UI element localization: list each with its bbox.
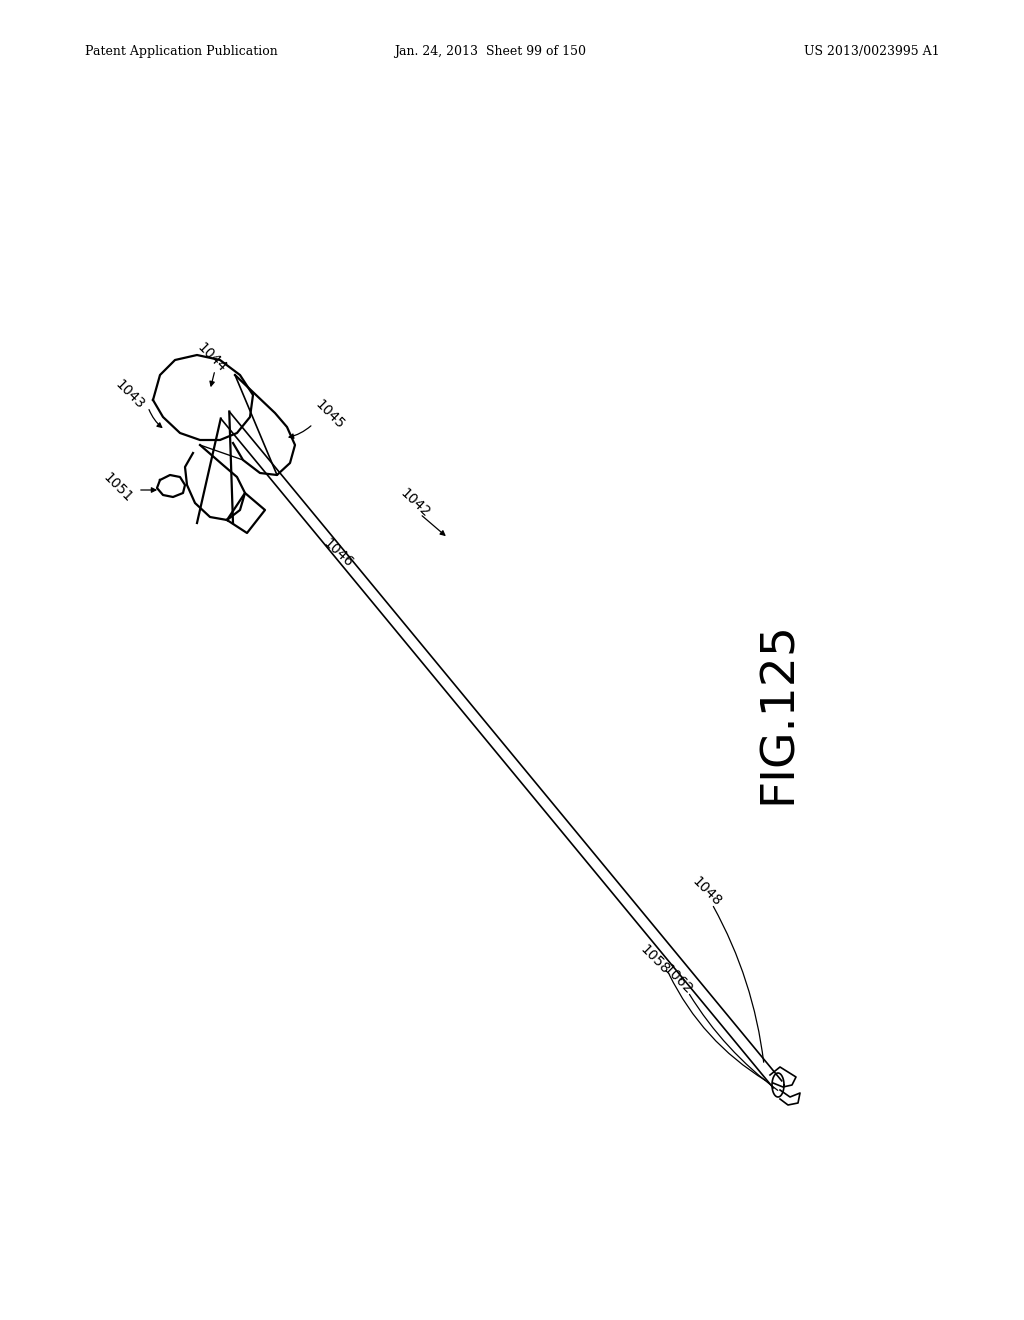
Text: 1062: 1062 xyxy=(660,962,695,998)
Text: 1042: 1042 xyxy=(397,486,432,520)
Text: FIG.125: FIG.125 xyxy=(756,622,801,804)
Text: 1045: 1045 xyxy=(312,397,347,433)
Text: 1048: 1048 xyxy=(689,875,724,909)
Text: 1044: 1044 xyxy=(195,341,229,375)
Text: US 2013/0023995 A1: US 2013/0023995 A1 xyxy=(805,45,940,58)
Text: 1043: 1043 xyxy=(113,378,147,412)
Text: Jan. 24, 2013  Sheet 99 of 150: Jan. 24, 2013 Sheet 99 of 150 xyxy=(394,45,586,58)
Text: 1058: 1058 xyxy=(638,942,673,977)
Text: 1046: 1046 xyxy=(321,536,355,570)
Text: Patent Application Publication: Patent Application Publication xyxy=(85,45,278,58)
Text: 1051: 1051 xyxy=(100,471,135,506)
